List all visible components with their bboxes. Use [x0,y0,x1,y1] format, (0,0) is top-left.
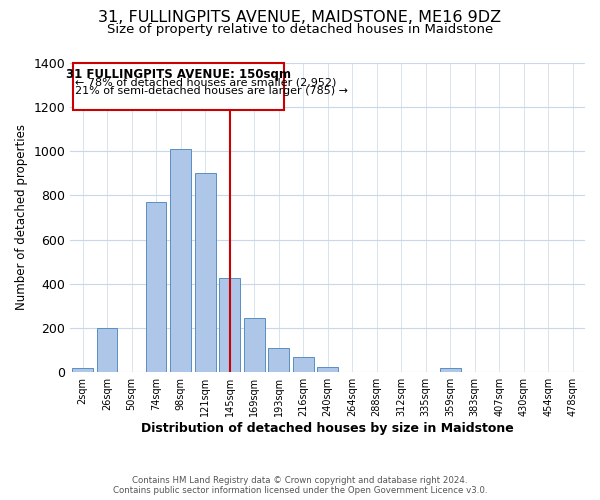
Text: 21% of semi-detached houses are larger (785) →: 21% of semi-detached houses are larger (… [75,86,348,96]
Bar [440,368,461,372]
Bar [170,149,191,372]
Text: Size of property relative to detached houses in Maidstone: Size of property relative to detached ho… [107,22,493,36]
Text: 31 FULLINGPITS AVENUE: 150sqm: 31 FULLINGPITS AVENUE: 150sqm [65,68,290,81]
X-axis label: Distribution of detached houses by size in Maidstone: Distribution of detached houses by size … [141,422,514,435]
Bar [293,357,314,372]
Bar [97,328,118,372]
Bar [72,368,93,372]
Text: ← 78% of detached houses are smaller (2,952): ← 78% of detached houses are smaller (2,… [75,78,337,88]
Text: Contains HM Land Registry data © Crown copyright and database right 2024.
Contai: Contains HM Land Registry data © Crown c… [113,476,487,495]
FancyBboxPatch shape [73,62,284,110]
Bar [146,202,166,372]
Bar [219,278,240,372]
Text: 31, FULLINGPITS AVENUE, MAIDSTONE, ME16 9DZ: 31, FULLINGPITS AVENUE, MAIDSTONE, ME16 … [98,10,502,25]
Bar [317,367,338,372]
Bar [268,348,289,372]
Y-axis label: Number of detached properties: Number of detached properties [15,124,28,310]
Bar [244,318,265,372]
Bar [194,173,215,372]
